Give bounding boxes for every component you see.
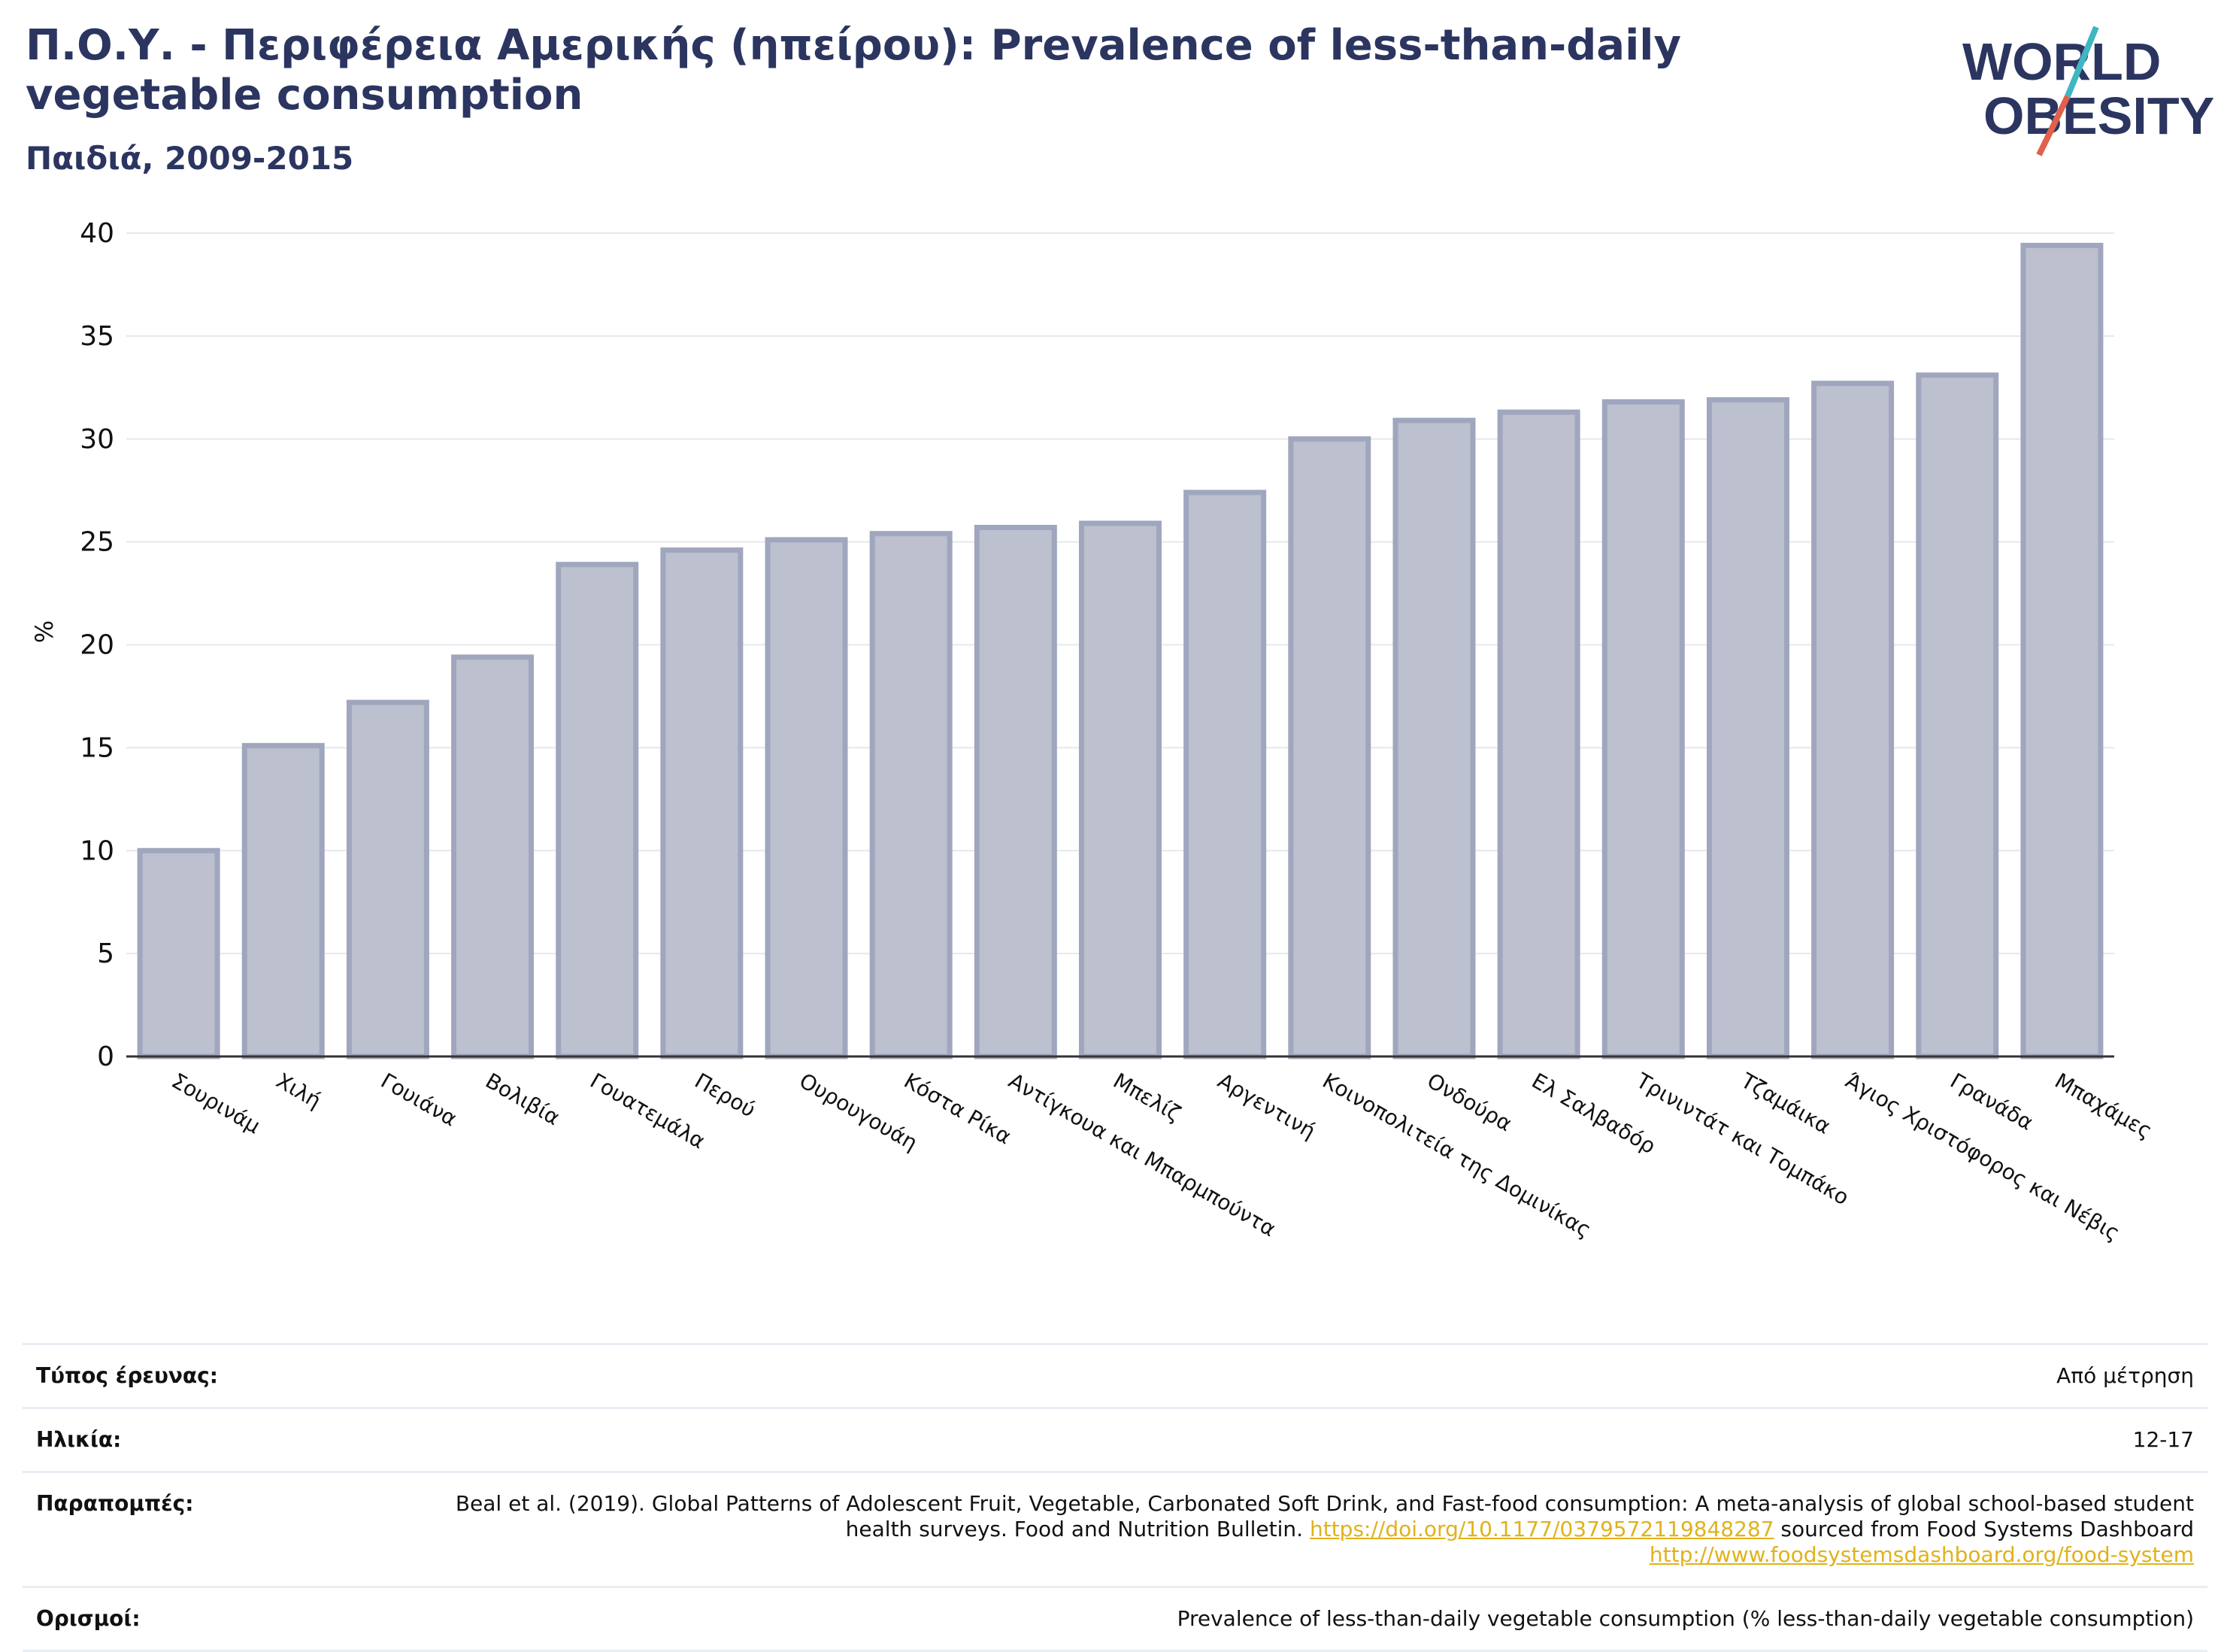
meta-key-age: Ηλικία: [36, 1427, 122, 1452]
x-tick-label: Ονδούρα [1423, 1068, 1516, 1136]
bar[interactable] [1497, 409, 1580, 1059]
bar[interactable] [660, 547, 744, 1059]
x-tick-label: Γρανάδα [1946, 1068, 2038, 1135]
y-tick-label: 40 [80, 218, 114, 249]
logo-text-world: WORLD [1962, 32, 2161, 91]
x-tick-label: Αργεντινή [1214, 1068, 1320, 1144]
meta-value-references: Beal et al. (2019). Global Patterns of A… [376, 1473, 2207, 1586]
x-tick-label: Ουρουγουάη [795, 1068, 922, 1155]
y-tick-label: 30 [80, 424, 114, 455]
bar[interactable] [451, 654, 535, 1059]
world-obesity-logo: WORLD OBESITY [1962, 26, 2214, 156]
bar[interactable] [241, 743, 325, 1059]
bar[interactable] [1706, 397, 1789, 1059]
y-tick-label: 25 [80, 527, 114, 558]
y-tick-label: 10 [80, 835, 114, 866]
meta-key-definitions: Ορισμοί: [36, 1606, 141, 1631]
logo-slash-red [2036, 95, 2071, 156]
y-tick-labels: 0 5 10 15 20 25 30 35 40 [80, 218, 114, 1072]
doi-link[interactable]: https://doi.org/10.1177/0379572119848287 [1309, 1517, 1774, 1541]
y-tick-label: 20 [80, 630, 114, 661]
bar[interactable] [765, 537, 848, 1059]
meta-value-survey-type: Από μέτρηση [2056, 1363, 2194, 1388]
y-tick-label: 15 [80, 732, 114, 763]
logo-slash-teal [2065, 26, 2099, 98]
y-tick-label: 35 [80, 321, 114, 352]
bar[interactable] [137, 847, 220, 1059]
bar[interactable] [1183, 490, 1267, 1059]
x-tick-label: Χιλή [272, 1068, 326, 1113]
bar[interactable] [556, 562, 639, 1059]
meta-value-age: 12-17 [2132, 1427, 2194, 1452]
bar-chart: 0 5 10 15 20 25 30 35 40 % Σουρινάμ Χιλή Γουιάνα Βο… [30, 218, 2157, 1246]
meta-row-age: Ηλικία: 12-17 [23, 1407, 2207, 1471]
y-tick-label: 0 [97, 1041, 114, 1072]
bar[interactable] [1288, 436, 1371, 1059]
metadata-table: Τύπος έρευνας: Από μέτρηση Ηλικία: 12-17… [23, 1343, 2207, 1652]
x-tick-label: Γουιάνα [377, 1068, 462, 1131]
chart-title: Π.Ο.Υ. - Περιφέρεια Αμερικής (ηπείρου): … [26, 21, 1681, 120]
bar[interactable] [974, 524, 1057, 1059]
logo-text-obesity: OBESITY [1983, 86, 2214, 145]
bar[interactable] [1392, 417, 1476, 1059]
x-tick-label: Μπαχάμες [2050, 1068, 2156, 1143]
x-tick-label: Τζαμάικα [1736, 1068, 1835, 1139]
bar[interactable] [346, 699, 429, 1059]
bar[interactable] [869, 531, 953, 1059]
reference-mid-text: sourced from Food Systems Dashboard [1774, 1517, 2194, 1541]
meta-key-references: Παραπομπές: [36, 1491, 194, 1516]
chart-subtitle: Παιδιά, 2009-2015 [26, 140, 354, 177]
x-tick-label: Μπελίζ [1109, 1068, 1185, 1126]
bar[interactable] [1601, 399, 1685, 1059]
bar[interactable] [2020, 242, 2104, 1059]
meta-row-survey-type: Τύπος έρευνας: Από μέτρηση [23, 1343, 2207, 1407]
meta-key-survey-type: Τύπος έρευνας: [36, 1363, 218, 1388]
reference-text: Beal et al. (2019). Global Patterns of A… [455, 1491, 2194, 1541]
meta-row-references: Παραπομπές: Beal et al. (2019). Global P… [23, 1471, 2207, 1586]
bar[interactable] [1811, 380, 1895, 1059]
x-tick-label: Περού [690, 1068, 759, 1122]
bar[interactable] [1079, 520, 1162, 1059]
meta-value-definitions: Prevalence of less-than-daily vegetable … [1177, 1606, 2194, 1631]
bars [137, 242, 2104, 1059]
meta-row-definitions: Ορισμοί: Prevalence of less-than-daily v… [23, 1586, 2207, 1652]
x-tick-labels: Σουρινάμ Χιλή Γουιάνα Βολιβία ΓουατεμάλαΠερο… [168, 1068, 2157, 1246]
bar[interactable] [1916, 372, 1999, 1059]
x-tick-label: Βολιβία [481, 1068, 564, 1130]
x-tick-label: Σουρινάμ [168, 1068, 265, 1138]
dashboard-link[interactable]: http://www.foodsystemsdashboard.org/food… [1649, 1542, 2194, 1567]
y-tick-label: 5 [97, 938, 114, 969]
y-axis-label: % [30, 620, 59, 643]
x-tick-label: Γουατεμάλα [586, 1068, 709, 1153]
